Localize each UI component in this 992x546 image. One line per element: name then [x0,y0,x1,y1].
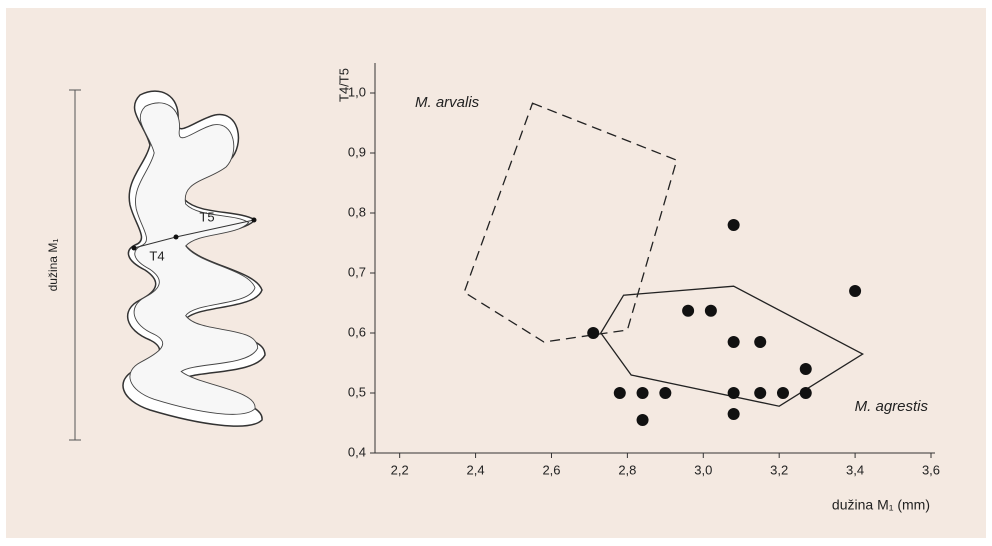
tooth-inner [129,102,259,415]
point [727,408,740,420]
point [776,387,789,399]
x-tick-label: 2,8 [618,462,636,477]
x-tick-label: 3,4 [846,462,864,477]
y-axis-label: T4/T5 [336,68,351,102]
x-axis-label: dužina M₁ (mm) [832,497,930,513]
point [682,304,695,317]
cusp-point [173,234,179,240]
x-tick-label: 2,4 [467,462,485,477]
region-outline [463,102,678,343]
point [727,219,740,231]
region-outline [600,285,864,407]
y-tick-label: 0,5 [348,384,366,399]
y-tick-label: 0,7 [348,264,366,279]
point [704,304,717,317]
region-label: M. agrestis [855,398,929,415]
x-tick-label: 3,2 [770,462,788,477]
y-tick-label: 0,8 [348,204,366,219]
x-tick-label: 3,6 [922,462,940,477]
point [849,285,862,297]
point [799,387,812,399]
point [587,327,600,339]
point [636,414,649,426]
point [659,387,672,399]
tooth-diagram: dužina M₁ T5 T4 [46,89,266,441]
point [636,387,649,399]
point [754,336,767,348]
y-tick-label: 1,0 [348,84,366,99]
cusp-label: T4 [149,248,164,263]
cusp-point [131,245,137,251]
point [754,387,767,399]
point [727,387,740,399]
region-label: M. arvalis [415,94,480,111]
point [613,387,626,399]
x-tick-label: 2,2 [391,462,409,477]
length-label: dužina M₁ [46,239,60,292]
y-tick-label: 0,9 [348,144,366,159]
cusp-label: T5 [199,209,214,224]
y-tick-label: 0,6 [348,324,366,339]
point [799,363,812,375]
point [727,336,740,348]
x-tick-label: 2,6 [542,462,560,477]
cusp-point [251,217,257,223]
x-tick-label: 3,0 [694,462,712,477]
y-tick-label: 0,4 [348,444,366,459]
